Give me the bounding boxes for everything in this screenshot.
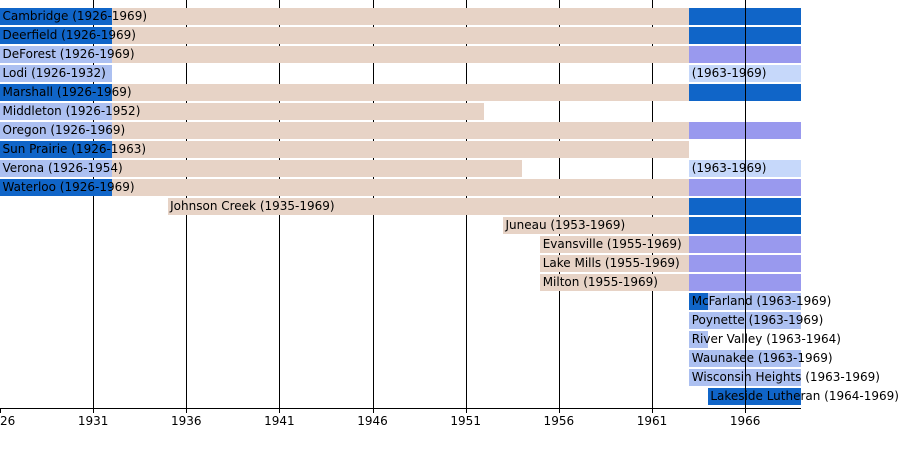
lodi-bar-segment <box>689 65 801 82</box>
x-axis-tick-1966 <box>745 409 747 413</box>
middleton-bar-segment <box>0 103 112 120</box>
x-axis-tick-label-1946: 1946 <box>357 414 388 428</box>
lakeside-lutheran-bar-segment <box>707 388 801 405</box>
oregon-label: Oregon (1926-1969) <box>2 123 126 137</box>
x-axis-tick-label-1936: 1936 <box>170 414 202 428</box>
lake-mills-bar-segment <box>540 255 690 272</box>
sun-prairie-bar-segment <box>111 141 690 158</box>
mcfarland-label: McFarland (1963-1969) <box>691 294 832 308</box>
deerfield-label: Deerfield (1926-1969) <box>2 28 136 42</box>
waterloo-label: Waterloo (1926-1969) <box>2 180 135 194</box>
waterloo-bar-segment <box>111 179 690 196</box>
gridline-over-1966 <box>745 0 747 408</box>
poynette-bar-segment <box>689 312 801 329</box>
deerfield-bar-segment <box>0 27 112 44</box>
deforest-bar-segment <box>0 46 112 63</box>
waterloo-bar-segment <box>689 179 801 196</box>
deerfield-bar-segment <box>689 27 801 44</box>
x-axis-tick-1926 <box>0 409 1 413</box>
poynette-label: Poynette (1963-1969) <box>691 313 824 327</box>
x-axis-tick-1961 <box>651 409 653 413</box>
milton-bar-segment <box>540 274 690 291</box>
marshall-bar-segment <box>689 84 801 101</box>
cambridge-bar-segment <box>0 8 112 25</box>
evansville-label: Evansville (1955-1969) <box>542 237 682 251</box>
marshall-label: Marshall (1926-1969) <box>2 85 132 99</box>
gridline-1931 <box>93 0 95 408</box>
x-axis-tick-1931 <box>93 409 95 413</box>
lake-mills-bar-segment <box>689 255 801 272</box>
mcfarland-bar-segment <box>707 293 801 310</box>
lakeside-lutheran-label: Lakeside Lutheran (1964-1969) <box>710 389 899 403</box>
verona-label: Verona (1926-1954) <box>2 161 123 175</box>
x-axis-tick-label-1966: 1966 <box>729 414 761 428</box>
x-axis-tick-label-1926: 26 <box>0 414 16 428</box>
middleton-label: Middleton (1926-1952) <box>2 104 141 118</box>
x-axis-tick-label-1931: 1931 <box>77 414 109 428</box>
cambridge-bar-segment <box>689 8 801 25</box>
deforest-bar-segment <box>689 46 801 63</box>
deerfield-bar-segment <box>111 27 690 44</box>
lodi-bar-segment <box>0 65 112 82</box>
x-axis-tick-label-1961: 1961 <box>636 414 668 428</box>
verona-bar-segment <box>111 160 522 177</box>
cambridge-label: Cambridge (1926-1969) <box>2 9 148 23</box>
wisconsin-heights-bar-segment <box>689 369 801 386</box>
johnson-creek-label: Johnson Creek (1935-1969) <box>170 199 335 213</box>
mcfarland-bar-segment <box>689 293 708 310</box>
waunakee-bar-segment <box>689 350 801 367</box>
x-axis-line <box>0 408 801 409</box>
evansville-bar-segment <box>689 236 801 253</box>
sun-prairie-label: Sun Prairie (1926-1963) <box>2 142 147 156</box>
river-valley-label: River Valley (1963-1964) <box>691 332 841 346</box>
johnson-creek-bar-segment <box>167 198 690 215</box>
x-axis-tick-1946 <box>372 409 374 413</box>
deforest-bar-segment <box>111 46 690 63</box>
juneau-bar-segment <box>689 217 801 234</box>
x-axis-tick-1956 <box>558 409 560 413</box>
oregon-bar-segment <box>0 122 112 139</box>
verona-bar-segment <box>0 160 112 177</box>
johnson-creek-bar-segment <box>689 198 801 215</box>
waunakee-label: Waunakee (1963-1969) <box>691 351 833 365</box>
x-axis-tick-1941 <box>279 409 281 413</box>
verona-rejoin-label: (1963-1969) <box>691 161 767 175</box>
marshall-bar-segment <box>0 84 112 101</box>
x-axis-tick-1936 <box>186 409 188 413</box>
middleton-bar-segment <box>111 103 485 120</box>
wisconsin-heights-label: Wisconsin Heights (1963-1969) <box>691 370 880 384</box>
x-axis-tick-label-1956: 1956 <box>543 414 575 428</box>
sun-prairie-bar-segment <box>0 141 112 158</box>
lodi-label: Lodi (1926-1932) <box>2 66 106 80</box>
milton-bar-segment <box>689 274 801 291</box>
x-axis-tick-1951 <box>465 409 467 413</box>
cambridge-bar-segment <box>111 8 690 25</box>
juneau-bar-segment <box>502 217 690 234</box>
marshall-bar-segment <box>111 84 690 101</box>
x-axis-tick-label-1941: 1941 <box>264 414 295 428</box>
lodi-rejoin-label: (1963-1969) <box>691 66 767 80</box>
verona-bar-segment <box>689 160 801 177</box>
x-axis-tick-label-1951: 1951 <box>450 414 481 428</box>
deforest-label: DeForest (1926-1969) <box>2 47 135 61</box>
milton-label: Milton (1955-1969) <box>542 275 658 289</box>
juneau-label: Juneau (1953-1969) <box>505 218 626 232</box>
lake-mills-label: Lake Mills (1955-1969) <box>542 256 680 270</box>
oregon-bar-segment <box>111 122 690 139</box>
oregon-bar-segment <box>689 122 801 139</box>
evansville-bar-segment <box>540 236 690 253</box>
river-valley-bar-segment <box>689 331 708 348</box>
waterloo-bar-segment <box>0 179 112 196</box>
